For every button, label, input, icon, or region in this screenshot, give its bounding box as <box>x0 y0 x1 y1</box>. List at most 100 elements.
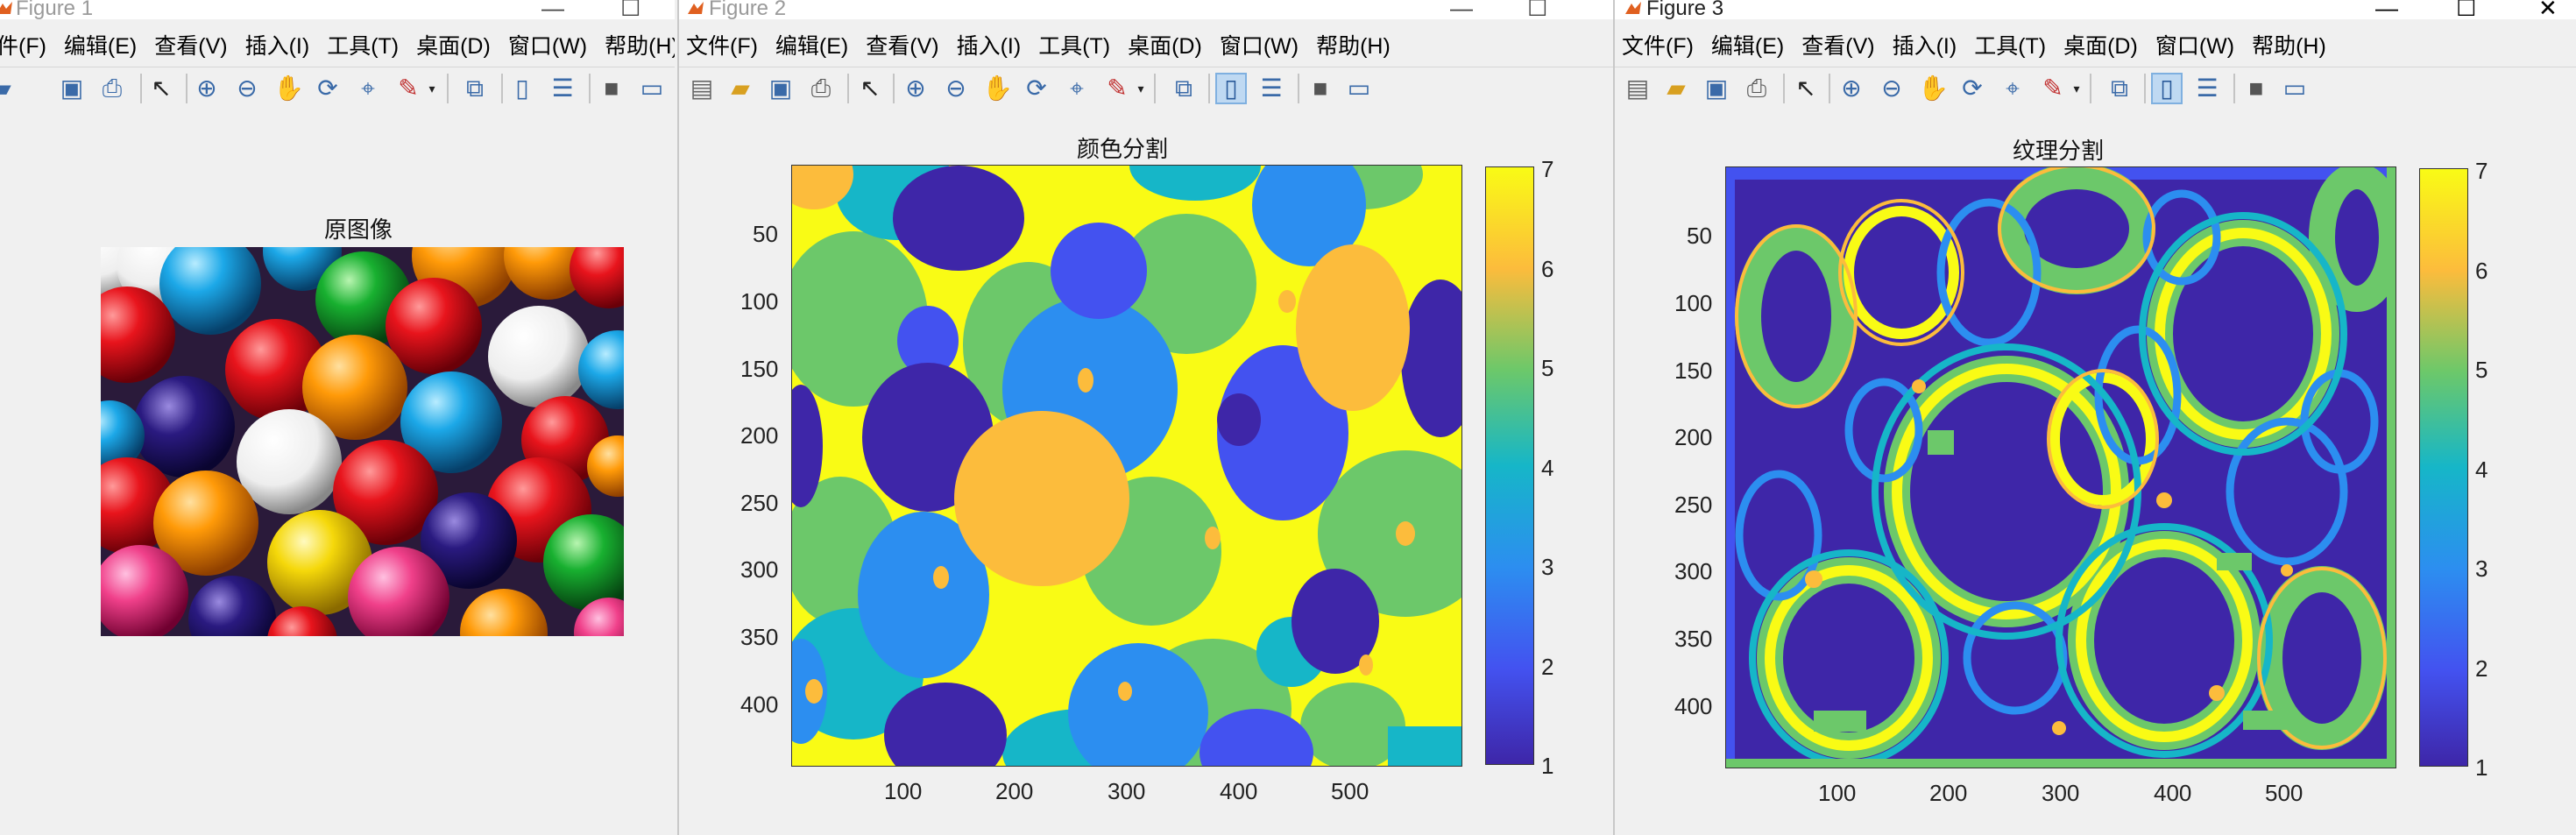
legend-icon[interactable]: ☰ <box>551 74 574 102</box>
link-plot-icon[interactable]: ⧉ <box>1175 74 1192 102</box>
colorbar-tick-label: 7 <box>2475 158 2488 184</box>
texture-segmentation-image <box>1726 167 2396 768</box>
zoom-out-icon[interactable]: ⊖ <box>1881 74 1902 102</box>
data-cursor-icon[interactable]: ⌖ <box>361 74 375 102</box>
menu-tools[interactable]: 工具(T) <box>1038 34 1111 59</box>
menu-edit[interactable]: 编辑(E) <box>63 34 138 59</box>
print-icon[interactable]: ⎙ <box>810 74 832 102</box>
hide-plot-tools-icon[interactable]: ■ <box>604 74 619 102</box>
menu-file[interactable]: 件(F) <box>0 34 46 59</box>
menu-edit[interactable]: 编辑(E) <box>1710 34 1785 59</box>
menu-view[interactable]: 查看(V) <box>154 34 228 59</box>
menu-file[interactable]: 文件(F) <box>1622 34 1694 59</box>
menu-view[interactable]: 查看(V) <box>866 34 939 59</box>
menu-insert[interactable]: 插入(I) <box>956 34 1022 59</box>
save-icon[interactable]: ▣ <box>60 74 84 102</box>
figure-toolbar: ▤ ▰ ▣ ⎙ ↖ ⊕ ⊖ ✋ ⟳ ⌖ ✎ ▾ ⧉ ▯ ☰ ■ ▭ <box>1615 67 2576 110</box>
matlab-icon <box>0 2 12 14</box>
zoom-out-icon[interactable]: ⊖ <box>945 74 966 102</box>
menu-help[interactable]: 帮助(H) <box>2252 34 2326 59</box>
colorbar-tick-label: 5 <box>2475 357 2488 383</box>
pointer-icon[interactable]: ↖ <box>1795 74 1816 102</box>
brush-dropdown-icon[interactable]: ▾ <box>428 81 435 96</box>
color-segmentation-axes[interactable] <box>791 165 1462 767</box>
brush-icon[interactable]: ✎ <box>2042 74 2063 102</box>
pan-icon[interactable]: ✋ <box>273 74 304 102</box>
close-button[interactable]: ✕ <box>2538 0 2558 21</box>
minimize-button[interactable]: — <box>541 0 564 21</box>
title-bar[interactable]: Figure 3 — ☐ ✕ <box>1615 0 2576 21</box>
menu-edit[interactable]: 编辑(E) <box>775 34 849 59</box>
menu-tools[interactable]: 工具(T) <box>327 34 400 59</box>
brush-dropdown-icon[interactable]: ▾ <box>1137 81 1144 96</box>
menu-window[interactable]: 窗口(W) <box>2155 34 2235 59</box>
print-icon[interactable]: ⎙ <box>102 74 123 102</box>
open-folder-icon[interactable]: ▰ <box>731 74 750 102</box>
y-tick-label: 50 <box>753 221 778 247</box>
colorbar[interactable] <box>1485 166 1534 765</box>
y-tick-label: 300 <box>1674 558 1713 584</box>
toolbar-separator <box>2144 74 2146 103</box>
maximize-button[interactable]: ☐ <box>620 0 641 21</box>
menu-window[interactable]: 窗口(W) <box>1219 34 1299 59</box>
brush-icon[interactable]: ✎ <box>1107 74 1128 102</box>
pointer-icon[interactable]: ↖ <box>151 74 172 102</box>
rotate-icon[interactable]: ⟳ <box>1026 74 1047 102</box>
menu-help[interactable]: 帮助(H) <box>1316 34 1391 59</box>
menu-file[interactable]: 文件(F) <box>686 34 758 59</box>
colorbar[interactable] <box>2419 168 2468 767</box>
pan-icon[interactable]: ✋ <box>982 74 1013 102</box>
zoom-out-icon[interactable]: ⊖ <box>237 74 258 102</box>
legend-icon[interactable]: ☰ <box>2196 74 2219 102</box>
pointer-icon[interactable]: ↖ <box>860 74 881 102</box>
menu-desktop[interactable]: 桌面(D) <box>2063 34 2138 59</box>
link-plot-icon[interactable]: ⧉ <box>466 74 484 102</box>
colorbar-icon[interactable]: ▯ <box>2151 73 2183 104</box>
minimize-button[interactable]: — <box>1450 0 1473 21</box>
open-folder-icon[interactable]: ▰ <box>0 74 11 102</box>
data-cursor-icon[interactable]: ⌖ <box>2006 74 2020 102</box>
show-plot-tools-icon[interactable]: ▭ <box>2282 74 2307 102</box>
save-icon[interactable]: ▣ <box>1704 74 1729 102</box>
hide-plot-tools-icon[interactable]: ■ <box>2248 74 2264 102</box>
zoom-in-icon[interactable]: ⊕ <box>905 74 926 102</box>
maximize-button[interactable]: ☐ <box>1527 0 1548 21</box>
rotate-icon[interactable]: ⟳ <box>317 74 338 102</box>
texture-segmentation-axes[interactable] <box>1725 166 2396 768</box>
menu-insert[interactable]: 插入(I) <box>244 34 310 59</box>
menu-desktop[interactable]: 桌面(D) <box>1128 34 1202 59</box>
save-icon[interactable]: ▣ <box>768 74 793 102</box>
zoom-in-icon[interactable]: ⊕ <box>196 74 217 102</box>
menu-insert[interactable]: 插入(I) <box>1892 34 1957 59</box>
brush-icon[interactable]: ✎ <box>398 74 419 102</box>
show-plot-tools-icon[interactable]: ▭ <box>1347 74 1371 102</box>
minimize-button[interactable]: — <box>2375 0 2398 21</box>
axes-title: 颜色分割 <box>1077 136 1169 162</box>
rotate-icon[interactable]: ⟳ <box>1962 74 1983 102</box>
colorbar-icon[interactable]: ▯ <box>1215 73 1247 104</box>
menu-window[interactable]: 窗口(W) <box>507 34 588 59</box>
title-bar[interactable]: Figure 1 — ☐ <box>0 0 675 21</box>
pan-icon[interactable]: ✋ <box>1918 74 1949 102</box>
new-file-icon[interactable]: ▤ <box>1625 74 1650 102</box>
open-folder-icon[interactable]: ▰ <box>1667 74 1686 102</box>
x-tick-label: 300 <box>1108 778 1146 804</box>
print-icon[interactable]: ⎙ <box>1746 74 1767 102</box>
link-plot-icon[interactable]: ⧉ <box>2111 74 2128 102</box>
new-file-icon[interactable]: ▤ <box>690 74 714 102</box>
maximize-button[interactable]: ☐ <box>2456 0 2477 21</box>
zoom-in-icon[interactable]: ⊕ <box>1841 74 1862 102</box>
title-bar[interactable]: Figure 2 — ☐ <box>679 0 1613 21</box>
legend-icon[interactable]: ☰ <box>1260 74 1283 102</box>
hide-plot-tools-icon[interactable]: ■ <box>1313 74 1328 102</box>
menu-desktop[interactable]: 桌面(D) <box>416 34 491 59</box>
menu-view[interactable]: 查看(V) <box>1801 34 1875 59</box>
show-plot-tools-icon[interactable]: ▭ <box>640 74 664 102</box>
brush-dropdown-icon[interactable]: ▾ <box>2073 81 2080 96</box>
data-cursor-icon[interactable]: ⌖ <box>1070 74 1084 102</box>
colorbar-tick-label: 6 <box>1541 256 1554 282</box>
toolbar-separator <box>2090 74 2091 103</box>
menu-help[interactable]: 帮助(H) <box>605 34 675 59</box>
colorbar-icon[interactable]: ▯ <box>515 74 529 102</box>
menu-tools[interactable]: 工具(T) <box>1974 34 2047 59</box>
